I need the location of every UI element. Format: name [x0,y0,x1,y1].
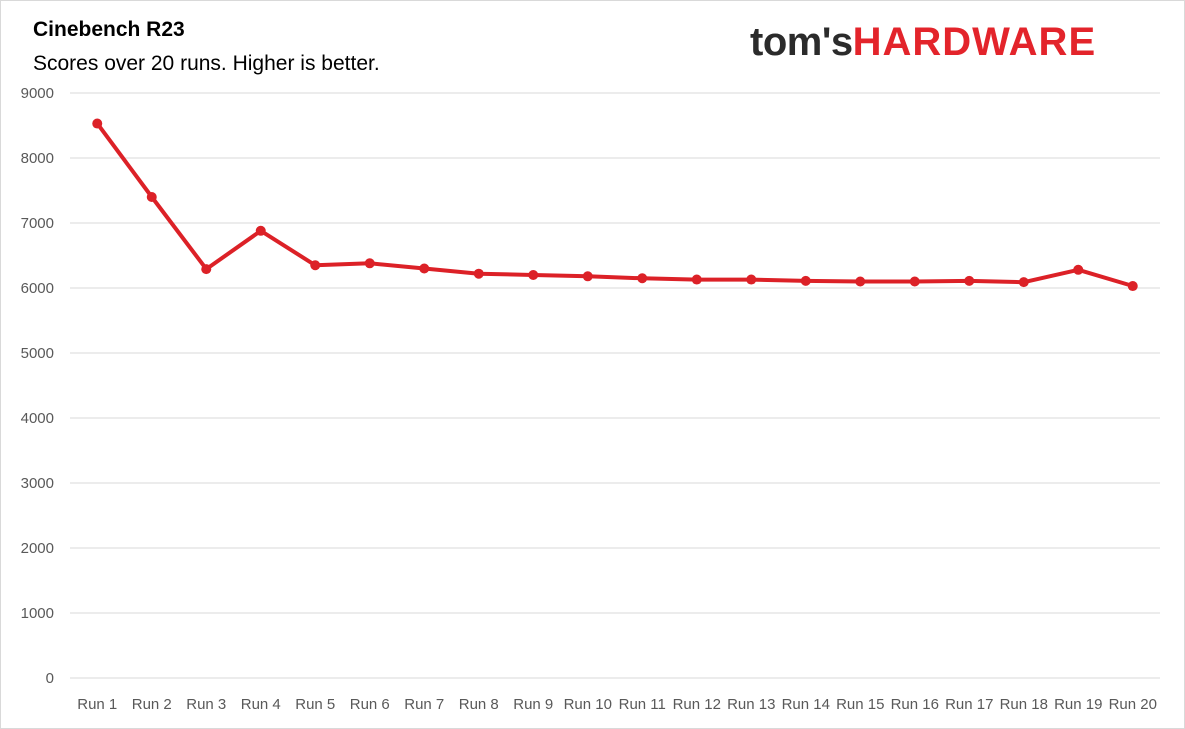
x-tick-label: Run 8 [459,696,499,713]
data-point [146,192,157,202]
data-point [364,258,375,269]
series-scores [92,118,1138,292]
logo-text-hardware: HARDWARE [852,20,1097,64]
x-tick-label: Run 17 [945,696,993,713]
data-point [637,273,648,284]
y-tick-label: 3000 [21,475,54,492]
data-point [528,270,539,280]
y-tick-label: 9000 [21,85,54,102]
data-point [691,274,702,285]
x-tick-label: Run 15 [836,696,884,713]
logo-text-toms: tom's [750,20,853,64]
data-point [201,264,212,275]
y-tick-label: 6000 [21,280,54,297]
data-point [1073,264,1084,275]
x-tick-label: Run 14 [782,696,830,713]
data-point [909,276,920,287]
x-tick-label: Run 6 [350,696,390,713]
data-point [746,274,757,285]
data-point [582,271,593,282]
x-tick-label: Run 19 [1054,696,1102,713]
data-point [1127,281,1138,292]
chart-subtitle: Scores over 20 runs. Higher is better. [33,52,380,75]
y-tick-label: 4000 [21,410,54,427]
y-tick-label: 7000 [21,215,54,232]
data-point [800,275,811,286]
y-axis-labels: 0 1000 2000 3000 4000 5000 6000 7000 8000 9000 [21,85,54,687]
data-point [473,268,484,279]
y-tick-label: 0 [46,670,54,687]
data-point [255,225,266,236]
x-tick-label: Run 1 [77,696,117,713]
x-tick-label: Run 3 [186,696,226,713]
data-point [310,260,321,271]
y-tick-label: 8000 [21,150,54,167]
series-line [95,121,1135,288]
y-tick-label: 1000 [21,605,54,622]
y-tick-label: 5000 [21,345,54,362]
x-axis-labels: Run 1 Run 2 Run 3 Run 4 Run 5 Run 6 Run 7 Run 8… [77,696,1157,713]
x-tick-label: Run 2 [132,696,172,713]
data-point [1018,277,1029,288]
x-tick-label: Run 13 [727,696,775,713]
x-tick-label: Run 11 [619,696,666,713]
chart-title: Cinebench R23 [33,18,185,41]
data-point [419,263,430,274]
x-tick-label: Run 20 [1109,696,1157,713]
x-tick-label: Run 12 [673,696,721,713]
x-tick-label: Run 18 [1000,696,1048,713]
gridlines [70,92,1160,679]
data-point [964,275,975,286]
x-tick-label: Run 7 [404,696,444,713]
x-tick-label: Run 9 [513,696,553,713]
y-tick-label: 2000 [21,540,54,557]
x-tick-label: Run 5 [295,696,335,713]
data-point [92,118,103,129]
x-tick-label: Run 4 [241,696,281,713]
x-tick-label: Run 16 [891,696,939,713]
x-tick-label: Run 10 [564,696,612,713]
data-point [855,276,866,287]
toms-hardware-logo: tom'sHARDWARE [750,20,1096,64]
